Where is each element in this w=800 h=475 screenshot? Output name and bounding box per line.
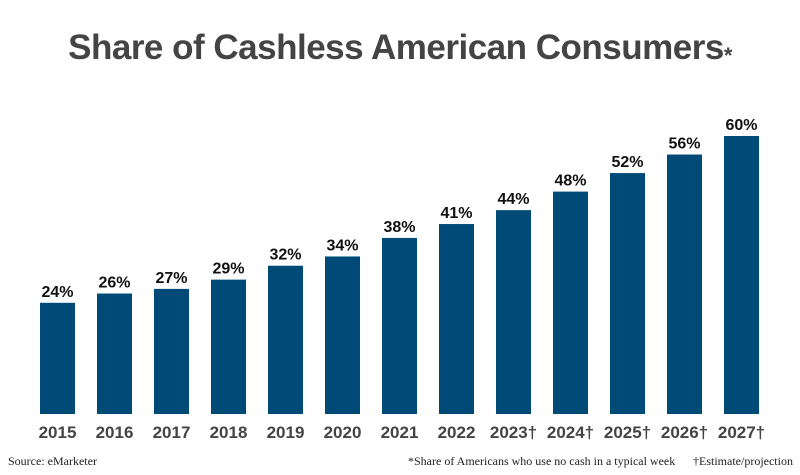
chart-title-text: Share of Cashless American Consumers — [68, 28, 724, 67]
source-note: Source: eMarketer — [8, 454, 97, 468]
x-tick-label: 2025† — [604, 423, 651, 442]
x-tick-label: 2021 — [381, 423, 419, 442]
bar-2017 — [154, 288, 189, 414]
projection-note: †Estimate/projection — [693, 454, 793, 468]
bar-2015 — [40, 302, 75, 414]
x-tick-label: 2024† — [547, 423, 594, 442]
bar-2026† — [667, 154, 702, 415]
x-tick-label: 2022 — [438, 423, 476, 442]
bar-2021 — [382, 237, 417, 414]
x-tick-label: 2026† — [661, 423, 708, 442]
x-tick-label: 2027† — [718, 423, 765, 442]
bar-2025† — [610, 173, 645, 414]
data-label: 52% — [611, 154, 643, 171]
x-tick-label: 2017 — [153, 423, 191, 442]
bar-2022 — [439, 224, 474, 414]
bar-2020 — [325, 256, 360, 414]
bar-2018 — [211, 279, 246, 414]
bar-2019 — [268, 265, 303, 414]
chart-title: Share of Cashless American Consumers* — [0, 28, 800, 69]
data-label: 24% — [41, 284, 73, 301]
data-label: 56% — [668, 136, 700, 153]
bar-2016 — [97, 293, 132, 414]
x-tick-label: 2016 — [96, 423, 134, 442]
data-label: 29% — [212, 261, 244, 278]
x-tick-label: 2019 — [267, 423, 305, 442]
data-label: 32% — [269, 247, 301, 264]
bar-2027† — [724, 136, 759, 414]
data-label: 38% — [383, 219, 415, 236]
data-label: 34% — [326, 237, 358, 254]
x-tick-label: 2015 — [39, 423, 77, 442]
data-label: 44% — [497, 191, 529, 208]
x-tick-label: 2020 — [324, 423, 362, 442]
title-asterisk: * — [723, 43, 733, 68]
footnote: *Share of Americans who use no cash in a… — [408, 454, 676, 468]
data-label: 27% — [155, 270, 187, 287]
bar-2024† — [553, 191, 588, 414]
data-label: 41% — [440, 205, 472, 222]
x-tick-label: 2023† — [490, 423, 537, 442]
data-label: 26% — [98, 275, 130, 292]
data-label: 60% — [725, 117, 757, 134]
data-label: 48% — [554, 173, 586, 190]
x-tick-label: 2018 — [210, 423, 248, 442]
bar-2023† — [496, 210, 531, 414]
